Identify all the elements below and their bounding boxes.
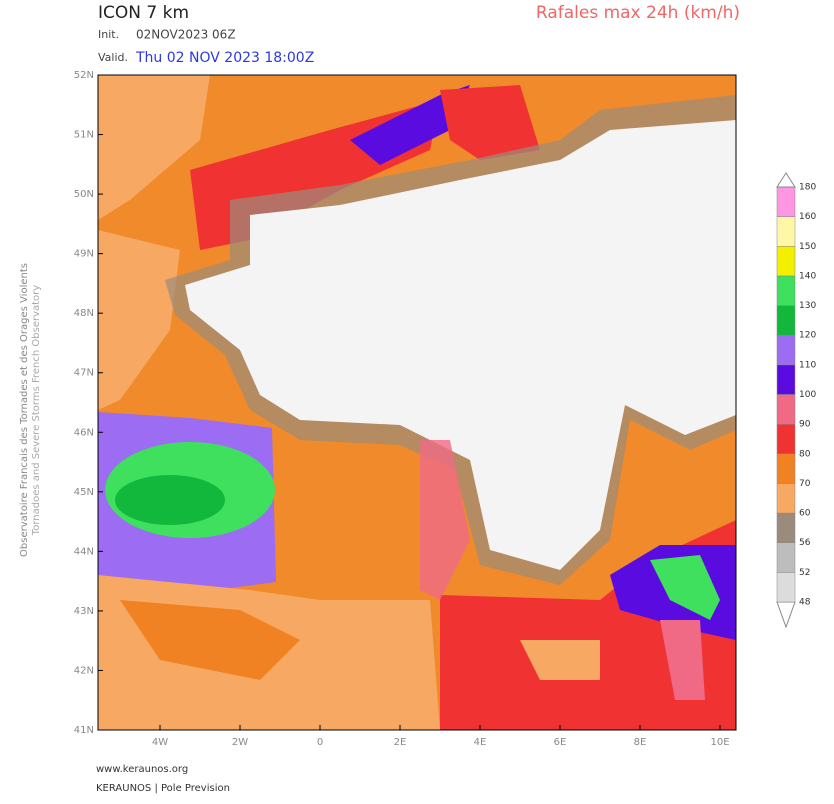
colorbar-label: 120 bbox=[799, 331, 816, 341]
colorbar-label: 90 bbox=[799, 420, 811, 430]
lon-tick-label: 6E bbox=[554, 737, 567, 748]
colorbar-segment bbox=[776, 334, 796, 366]
lat-tick-label: 51N bbox=[74, 130, 94, 141]
colorbar-segment bbox=[776, 364, 796, 395]
valid-label: Valid. bbox=[98, 51, 128, 64]
colorbar-label: 160 bbox=[799, 212, 816, 222]
lon-tick-label: 8E bbox=[634, 737, 647, 748]
colorbar-end bbox=[776, 601, 796, 629]
colorbar-label: 60 bbox=[799, 509, 811, 519]
colorbar-label: 48 bbox=[799, 598, 811, 608]
lon-tick-label: 2W bbox=[232, 737, 248, 748]
colorbar-segment bbox=[776, 512, 796, 543]
colorbar-label: 150 bbox=[799, 242, 816, 252]
colorbar-segment bbox=[776, 275, 796, 306]
init-time: 02NOV2023 06Z bbox=[136, 28, 236, 42]
colorbar-end bbox=[776, 172, 796, 188]
lat-tick-label: 45N bbox=[74, 487, 94, 498]
colorbar-label: 180 bbox=[799, 183, 816, 193]
colorbar-segment bbox=[776, 542, 796, 573]
colorbar-segment bbox=[776, 246, 796, 277]
lat-tick-label: 50N bbox=[74, 189, 94, 200]
lat-tick-label: 47N bbox=[74, 368, 94, 379]
colorbar-label: 70 bbox=[799, 479, 811, 489]
model-title: ICON 7 km bbox=[98, 3, 189, 23]
footer-org: KERAUNOS | Pole Prevision bbox=[96, 783, 230, 794]
valid-time: Thu 02 NOV 2023 18:00Z bbox=[135, 50, 314, 66]
lat-tick-label: 46N bbox=[74, 427, 94, 438]
colorbar-segment bbox=[776, 572, 796, 603]
side-text: Tornadoes and Severe Storms French Obser… bbox=[31, 285, 42, 536]
colorbar-segment bbox=[776, 423, 796, 455]
colorbar-label: 140 bbox=[799, 271, 816, 281]
colorbar-segment bbox=[776, 483, 796, 514]
lat-tick-label: 49N bbox=[74, 249, 94, 260]
footer-url: www.keraunos.org bbox=[96, 764, 188, 775]
colorbar-label: 56 bbox=[799, 538, 811, 548]
colorbar-segment bbox=[776, 186, 796, 217]
lat-tick-label: 42N bbox=[74, 665, 94, 676]
init-label: Init. bbox=[98, 28, 119, 41]
lat-tick-label: 43N bbox=[74, 606, 94, 617]
colorbar-segment bbox=[776, 394, 796, 425]
lat-tick-label: 52N bbox=[74, 70, 94, 81]
axis-ticks: 52N 51N 50N 49N 48N 47N 46N 45N 44N 43N 42N 41N 4W 2W… bbox=[74, 70, 730, 748]
lon-tick-label: 4E bbox=[474, 737, 487, 748]
lon-tick-label: 2E bbox=[394, 737, 407, 748]
colorbar-label: 130 bbox=[799, 301, 816, 311]
lon-tick-label: 4W bbox=[152, 737, 168, 748]
product-title: Rafales max 24h (km/h) bbox=[536, 3, 740, 23]
map-frame bbox=[97, 74, 737, 731]
colorbar-label: 110 bbox=[799, 360, 816, 370]
colorbar-label: 52 bbox=[799, 568, 810, 578]
colorbar-segment bbox=[776, 305, 796, 336]
lat-tick-label: 41N bbox=[74, 725, 94, 736]
side-text: Observatoire Francais des Tornades et de… bbox=[19, 263, 30, 557]
colorbar: 48 52 56 60 70 80 90 100 110 120 130 140 150 160 180 bbox=[776, 172, 816, 629]
lon-tick-label: 0 bbox=[317, 737, 323, 748]
colorbar-segment bbox=[776, 216, 796, 247]
lat-tick-label: 48N bbox=[74, 308, 94, 319]
colorbar-label: 80 bbox=[799, 449, 811, 459]
map bbox=[98, 75, 736, 730]
lat-tick-label: 44N bbox=[74, 546, 94, 557]
lon-tick-label: 10E bbox=[710, 737, 729, 748]
colorbar-label: 100 bbox=[799, 390, 816, 400]
colorbar-segment bbox=[776, 453, 796, 484]
